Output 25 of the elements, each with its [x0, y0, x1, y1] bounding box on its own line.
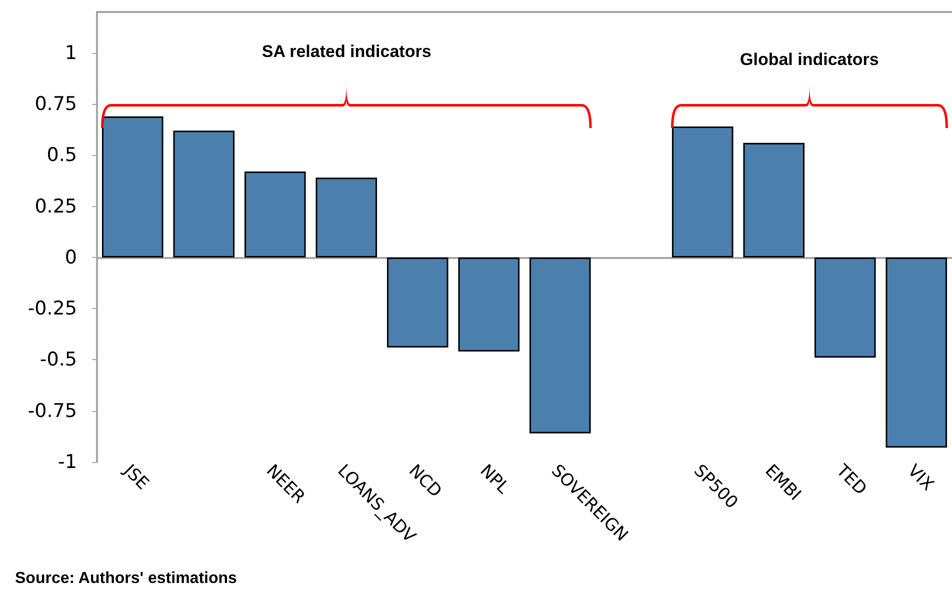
annotation: SA related indicators	[262, 42, 432, 62]
bar	[814, 257, 876, 358]
y-tick-label: 0.25	[34, 195, 77, 218]
bar	[102, 116, 164, 258]
y-tick-label: -0.75	[28, 400, 77, 422]
bar	[743, 142, 805, 258]
y-tick-label: -0.5	[40, 348, 77, 371]
source-note: Source: Authors' estimations	[15, 570, 237, 588]
bar	[886, 257, 948, 448]
y-tick-label: -1	[58, 451, 77, 473]
bar	[458, 257, 520, 352]
bar	[316, 178, 378, 258]
bar	[672, 126, 734, 258]
bar	[386, 257, 448, 348]
bar	[529, 257, 591, 434]
x-tick-label: JSE	[118, 460, 152, 494]
x-tick-label: VIX	[903, 460, 938, 496]
y-tick-label: -0.25	[28, 298, 77, 320]
y-tick-label: 0	[64, 246, 77, 268]
y-tick-label: 0.75	[34, 93, 77, 116]
bar	[173, 130, 235, 258]
bar	[244, 172, 306, 258]
y-tick-label: 0.5	[46, 144, 77, 166]
y-tick-label: 1	[64, 42, 77, 64]
annotation: Global indicators	[740, 50, 879, 70]
